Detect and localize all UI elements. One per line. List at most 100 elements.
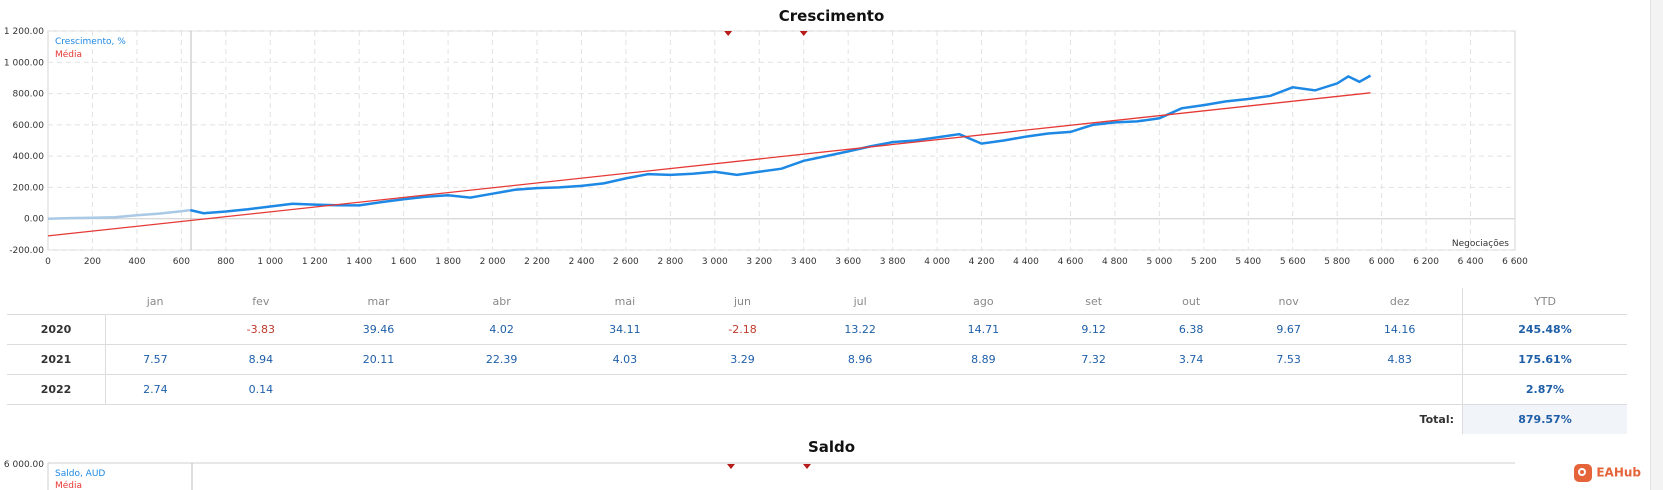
growth-lines (47, 74, 1372, 237)
top-marker (799, 31, 808, 36)
year-cell: 2022 (7, 374, 106, 405)
month-value-cell (440, 374, 564, 405)
growth-chart: 1 200.00 1 000.00 800.00 600.00 400.00 200.00… (4, 27, 1528, 267)
legend-average: Média (55, 49, 82, 60)
x-axis-label: Negociações (1452, 239, 1509, 249)
month-value-cell (316, 374, 441, 405)
x-tick-label: 800 (217, 257, 234, 267)
x-tick-label: 5 600 (1280, 257, 1306, 267)
month-column-header: fev (252, 294, 270, 308)
ytd-cell: 2.87% (1462, 374, 1627, 405)
month-value-cell: -2.18 (686, 314, 799, 345)
month-column-header: jun (734, 294, 751, 308)
legend-balance: Saldo, AUD (55, 469, 105, 479)
month-value-cell: 4.03 (563, 344, 687, 375)
x-tick-label: 6 200 (1413, 257, 1439, 267)
month-column-header: out (1182, 294, 1201, 308)
growth-x-ticks: 0 200 400 600 800 1 000 1 200 1 400 1 600 1 800 2 … (45, 257, 1528, 267)
month-value-cell (798, 374, 922, 405)
month-value-cell: 3.74 (1142, 344, 1240, 375)
vertical-scrollbar[interactable] (1650, 0, 1663, 490)
balance-y-tick: 6 000.00 (4, 460, 44, 470)
y-tick-label: 600.00 (13, 121, 45, 131)
table-row: 2020 -3.83 39.46 4.02 34.11 -2.18 13.22 14.71 9.… (7, 314, 1627, 345)
month-value-cell: -3.83 (204, 314, 317, 345)
balance-chart: 6 000.00 Saldo, AUD Média (4, 460, 1515, 490)
month-value-cell: 7.57 (105, 344, 205, 375)
growth-series-early (47, 208, 191, 220)
balance-marker-2 (803, 464, 811, 469)
month-column-header: set (1085, 294, 1103, 308)
x-tick-label: 3 800 (880, 257, 906, 267)
month-value-cell (1044, 374, 1143, 405)
plot-border (47, 30, 1516, 251)
balance-marker-1 (727, 464, 735, 469)
x-tick-label: 6 000 (1369, 257, 1395, 267)
x-tick-label: 4 800 (1102, 257, 1128, 267)
month-value-cell (105, 314, 205, 345)
table-header-row: jan fev mar abr mai jun jul ago set out nov dez YTD (7, 288, 1627, 315)
table-row: 2022 2.74 0.14 2.87% (7, 374, 1627, 405)
eahub-watermark: EAHub (1574, 464, 1641, 482)
x-tick-label: 5 000 (1146, 257, 1172, 267)
month-value-cell (921, 374, 1045, 405)
month-column-header: jan (146, 294, 164, 308)
x-tick-label: 1 000 (257, 257, 283, 267)
x-tick-label: 3 000 (702, 257, 728, 267)
growth-y-ticks: 1 200.00 1 000.00 800.00 600.00 400.00 200.00… (4, 27, 44, 256)
month-value-cell: 13.22 (798, 314, 922, 345)
month-value-cell: 14.71 (921, 314, 1045, 345)
month-value-cell (1337, 374, 1463, 405)
month-value-cell: 3.29 (686, 344, 799, 375)
monthly-growth-table: jan fev mar abr mai jun jul ago set out nov dez YTD … (7, 288, 1627, 434)
ytd-cell: 245.48% (1462, 314, 1627, 345)
month-column-header: ago (973, 294, 994, 308)
y-tick-label: -200.00 (9, 246, 44, 256)
y-tick-label: 0.00 (24, 215, 44, 225)
x-tick-label: 3 200 (746, 257, 772, 267)
x-tick-label: 2 800 (657, 257, 683, 267)
x-tick-label: 600 (173, 257, 190, 267)
x-tick-label: 1 800 (435, 257, 461, 267)
x-tick-label: 5 200 (1191, 257, 1217, 267)
month-value-cell: 8.96 (798, 344, 922, 375)
month-value-cell (686, 374, 799, 405)
month-value-cell: 8.89 (921, 344, 1045, 375)
month-value-cell: 7.53 (1239, 344, 1338, 375)
ytd-column-header: YTD (1462, 288, 1627, 315)
table-row: 2021 7.57 8.94 20.11 22.39 4.03 3.29 8.96 8.89 7.… (7, 344, 1627, 375)
month-value-cell: 4.02 (440, 314, 564, 345)
x-tick-label: 6 600 (1502, 257, 1528, 267)
y-tick-label: 400.00 (13, 152, 45, 162)
watermark-text: EAHub (1596, 465, 1641, 480)
year-cell: 2020 (7, 314, 106, 345)
growth-grid (47, 30, 1516, 251)
x-tick-label: 2 600 (613, 257, 639, 267)
year-column-header (7, 288, 106, 315)
month-value-cell: 39.46 (316, 314, 441, 345)
month-value-cell: 2.74 (105, 374, 205, 405)
total-label: Total: (7, 404, 1463, 434)
x-tick-label: 200 (84, 257, 101, 267)
growth-chart-title: Crescimento (778, 7, 885, 25)
ytd-cell: 175.61% (1462, 344, 1627, 375)
month-value-cell: 7.32 (1044, 344, 1143, 375)
year-cell: 2021 (7, 344, 106, 375)
growth-markers (724, 31, 808, 36)
growth-series-line (190, 74, 1372, 215)
y-tick-label: 800.00 (13, 90, 45, 100)
month-value-cell: 34.11 (563, 314, 687, 345)
x-tick-label: 2 200 (524, 257, 550, 267)
x-tick-label: 1 400 (346, 257, 372, 267)
top-marker (724, 31, 733, 36)
month-column-header: dez (1389, 294, 1410, 308)
month-value-cell: 20.11 (316, 344, 441, 375)
month-column-header: jul (853, 294, 867, 308)
x-tick-label: 4 400 (1013, 257, 1039, 267)
y-tick-label: 1 200.00 (4, 27, 44, 37)
balance-chart-title: Saldo (807, 438, 856, 456)
month-value-cell (1142, 374, 1240, 405)
eahub-logo-icon (1574, 464, 1593, 482)
x-tick-label: 400 (128, 257, 145, 267)
month-value-cell: 8.94 (204, 344, 317, 375)
